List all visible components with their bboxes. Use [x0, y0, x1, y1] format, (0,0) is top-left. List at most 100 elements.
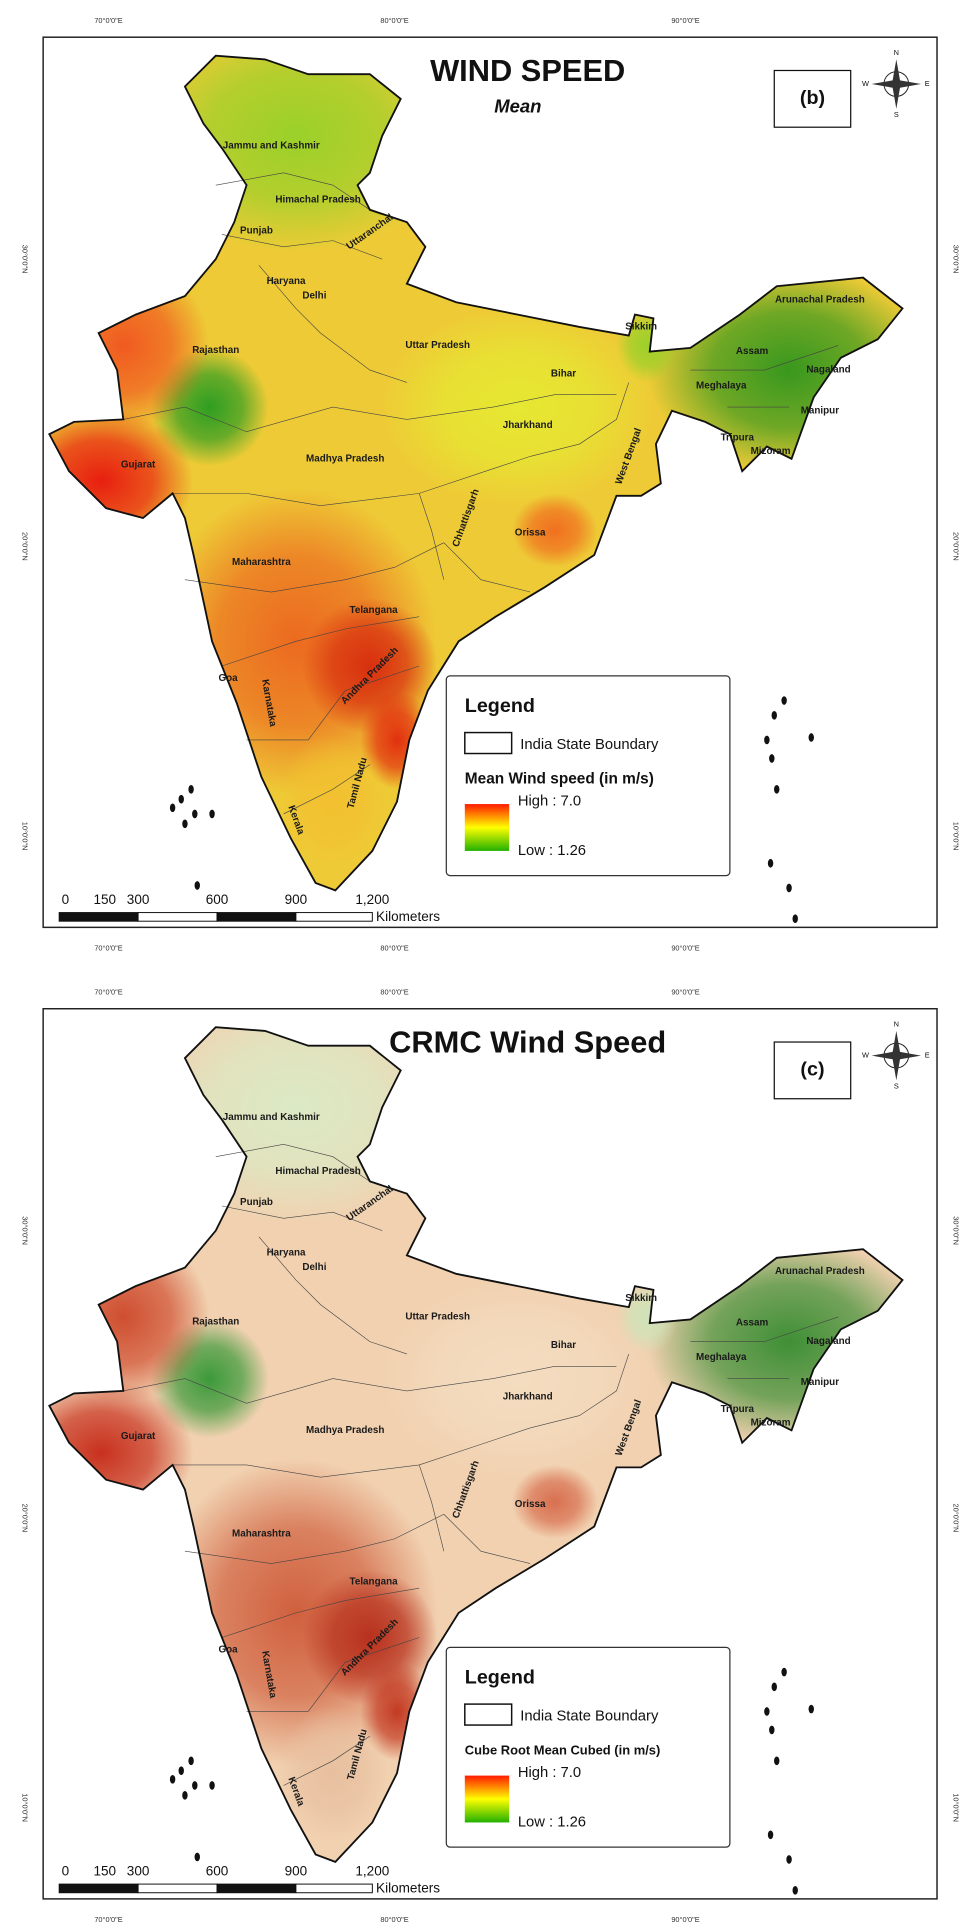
scale-unit: Kilometers: [376, 1881, 440, 1896]
state-boundary: [418, 493, 445, 580]
compass-star: [871, 1030, 921, 1081]
state-label: Goa: [218, 1644, 238, 1655]
latitude-label: 10°0'0"N: [952, 1793, 961, 1822]
scale-segment: [216, 912, 297, 922]
island: [182, 1791, 188, 1800]
state-label: Jammu and Kashmir: [223, 1112, 320, 1123]
map-title: WIND SPEED: [430, 53, 625, 88]
compass-letter: N: [894, 48, 899, 57]
state-label: Haryana: [267, 276, 306, 287]
scale-tick-label: 1,200: [355, 1863, 389, 1878]
map-subtitle: Mean: [494, 95, 541, 116]
legend-high: High : 7.0: [518, 1765, 581, 1781]
state-label: Meghalaya: [696, 381, 747, 392]
state-label: Himachal Pradesh: [275, 195, 361, 206]
state-label: Orissa: [515, 527, 546, 538]
legend-title: Legend: [465, 1666, 535, 1688]
state-boundary: [283, 764, 371, 815]
state-boundary: [172, 1427, 531, 1478]
state-boundary: [690, 345, 839, 371]
state-boundary: [530, 1353, 630, 1429]
island: [767, 858, 774, 868]
state-boundary: [215, 1144, 371, 1182]
legend-box: [445, 675, 731, 877]
state-label: Bihar: [551, 368, 576, 379]
state-boundary: [246, 1637, 420, 1712]
country-outline: [48, 1026, 904, 1863]
state-label: Nagaland: [806, 365, 850, 376]
panel-box: [773, 1041, 852, 1100]
legend-boundary-swatch: [464, 731, 513, 755]
state-label: Meghalaya: [696, 1352, 747, 1363]
map-panel: Jammu and Kashmir Himachal Pradesh Punjab U…: [21, 988, 961, 1924]
island: [178, 794, 184, 804]
longitude-label: 70°0'0"E: [94, 1915, 122, 1924]
latitude-label: 30°0'0"N: [952, 1216, 961, 1245]
island: [781, 696, 787, 705]
legend-title: Legend: [465, 695, 535, 717]
longitude-label: 80°0'0"E: [380, 943, 408, 952]
scale-tick-label: 900: [285, 1863, 308, 1878]
state-label: Arunachal Pradesh: [775, 1266, 865, 1277]
state-label: Nagaland: [806, 1336, 850, 1347]
island: [792, 914, 798, 924]
compass-star: [871, 59, 921, 109]
latitude-label: 20°0'0"N: [952, 532, 961, 561]
longitude-label: 90°0'0"E: [671, 943, 699, 952]
color-zone: [382, 1279, 654, 1478]
state-boundary: [283, 1735, 371, 1786]
island: [774, 784, 780, 794]
state-label: Maharashtra: [232, 557, 291, 568]
scale-tick-label: 150: [93, 892, 116, 907]
state-boundary: [221, 1205, 383, 1231]
longitude-label: 90°0'0"E: [671, 988, 699, 997]
map-title: CRMC Wind Speed: [389, 1025, 666, 1060]
state-boundary: [443, 1514, 531, 1564]
state-label: Manipur: [801, 405, 840, 416]
latitude-label: 20°0'0"N: [21, 532, 30, 561]
color-zone: [277, 1705, 389, 1841]
island: [192, 1781, 198, 1790]
compass-letter: S: [894, 110, 899, 119]
map-panel: Jammu and Kashmir Himachal Pradesh Punjab U…: [21, 16, 961, 952]
state-label: Manipur: [801, 1377, 840, 1388]
island: [169, 803, 176, 813]
longitude-label: 80°0'0"E: [380, 16, 408, 25]
island: [192, 809, 198, 819]
country-outline: [48, 54, 904, 892]
island: [786, 883, 792, 893]
compass-letter: W: [862, 1051, 869, 1060]
color-zone: [277, 733, 389, 870]
scale-segment: [137, 1883, 218, 1894]
state-label: Jharkhand: [503, 420, 553, 431]
scale-tick-label: 600: [206, 1863, 229, 1878]
island: [781, 1667, 787, 1677]
island: [182, 819, 188, 829]
scale-tick-label: 900: [285, 892, 308, 907]
state-label: Jharkhand: [503, 1392, 553, 1403]
legend-boundary-swatch: [464, 1703, 513, 1726]
scale-segment: [295, 912, 373, 922]
legend-low: Low : 1.26: [518, 843, 586, 859]
island: [769, 1725, 775, 1735]
legend-ramp: [464, 1775, 510, 1823]
latitude-label: 10°0'0"N: [952, 822, 961, 851]
scale-segment: [295, 1883, 373, 1894]
longitude-label: 70°0'0"E: [94, 943, 122, 952]
island: [769, 754, 775, 763]
compass: N E S W: [862, 1020, 930, 1091]
island: [188, 784, 194, 794]
state-label: Punjab: [240, 1197, 273, 1208]
state-label: Arunachal Pradesh: [775, 294, 865, 305]
compass-letter: S: [894, 1081, 899, 1090]
longitude-label: 70°0'0"E: [94, 988, 122, 997]
state-boundary: [443, 542, 531, 593]
state-boundary: [258, 1236, 407, 1355]
state-boundary: [530, 382, 630, 457]
longitude-label: 80°0'0"E: [380, 1915, 408, 1924]
island: [767, 1830, 774, 1840]
state-label: Gujarat: [121, 1431, 156, 1442]
state-label: Maharashtra: [232, 1529, 291, 1540]
latitude-label: 30°0'0"N: [952, 245, 961, 274]
